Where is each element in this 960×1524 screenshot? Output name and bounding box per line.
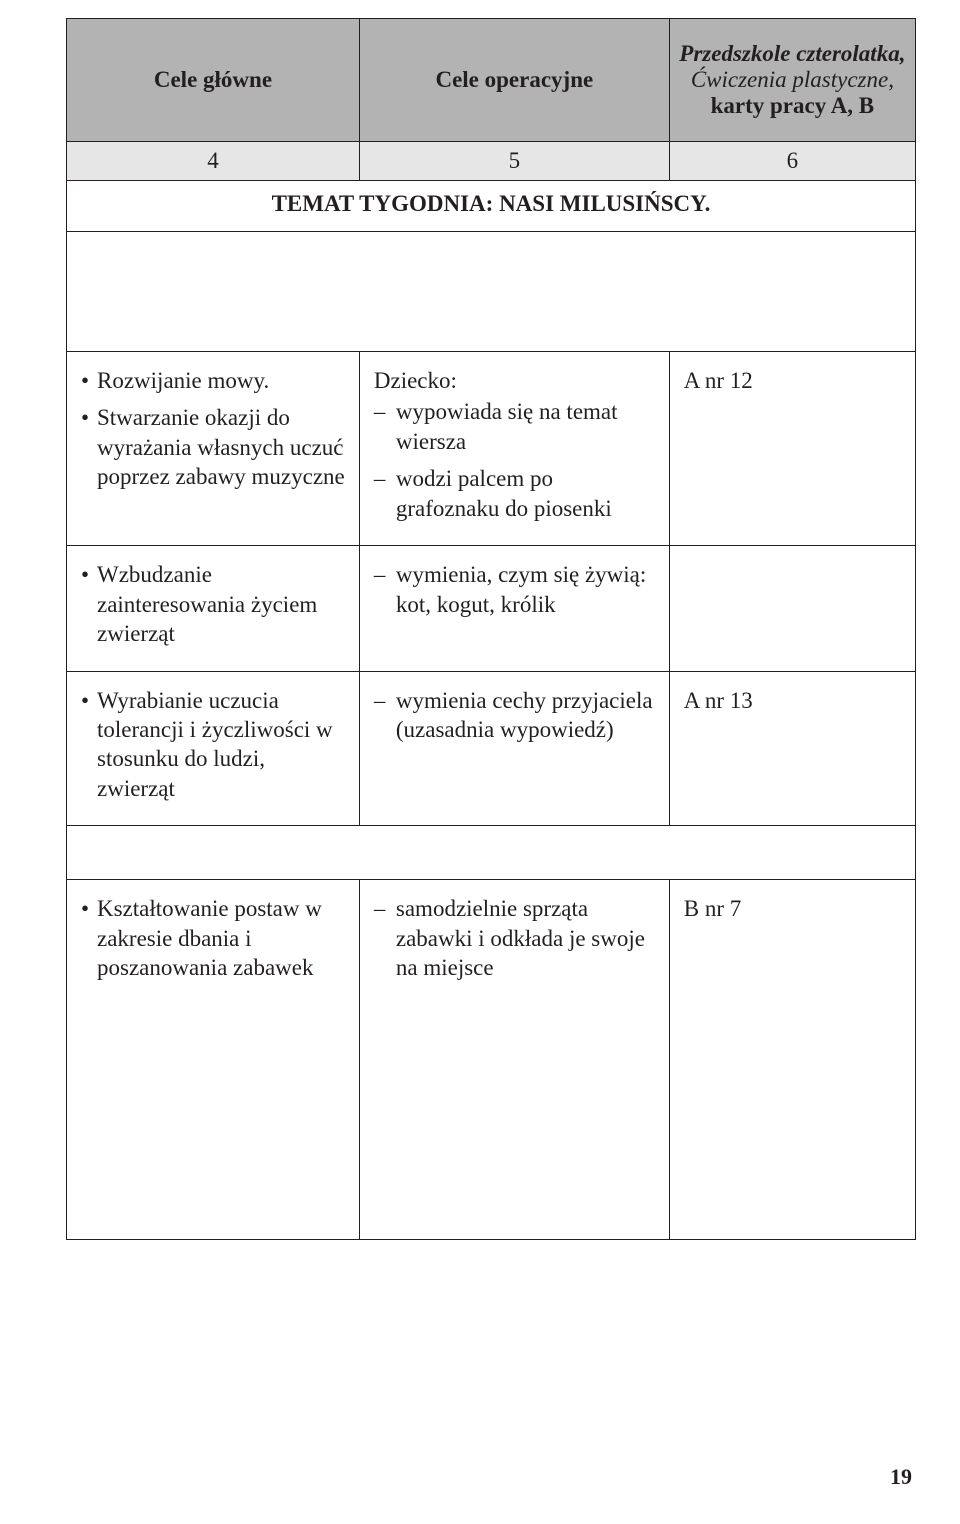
goals-main-cell: Wzbudzanie zainteresowania życiem zwierz… bbox=[67, 546, 360, 671]
header-col-1: Cele główne bbox=[67, 19, 360, 142]
list-item: Kształtowanie postaw w zakresie dbania i… bbox=[81, 894, 347, 982]
colnum-3: 6 bbox=[669, 142, 915, 181]
spacer-row-small bbox=[67, 826, 916, 880]
goals-main-cell: Rozwijanie mowy. Stwarzanie okazji do wy… bbox=[67, 352, 360, 546]
table-row: Wzbudzanie zainteresowania życiem zwierz… bbox=[67, 546, 916, 671]
list-item: wypowiada się na temat wiersza bbox=[374, 397, 657, 456]
goals-operational-cell: samodzielnie sprząta zabawki i odkłada j… bbox=[359, 880, 669, 1240]
colnum-2: 5 bbox=[359, 142, 669, 181]
header-col-3-line2: Ćwiczenia plastyczne, bbox=[691, 67, 894, 92]
spacer-row bbox=[67, 232, 916, 352]
header-col-2-text: Cele operacyjne bbox=[435, 67, 593, 92]
table-row: Kształtowanie postaw w zakresie dbania i… bbox=[67, 880, 916, 1240]
curriculum-table: Cele główne Cele operacyjne Przedszkole … bbox=[66, 18, 916, 1240]
spacer-cell bbox=[67, 826, 916, 880]
week-topic: TEMAT TYGODNIA: NASI MILUSIŃSCY. bbox=[67, 181, 916, 232]
list-item: Stwarzanie okazji do wyrażania własnych … bbox=[81, 403, 347, 491]
lead-label: Dziecko: bbox=[374, 366, 657, 395]
list-item: Wzbudzanie zainteresowania życiem zwierz… bbox=[81, 560, 347, 648]
list-item: Rozwijanie mowy. bbox=[81, 366, 347, 395]
worksheet-ref-cell: A nr 13 bbox=[669, 671, 915, 826]
table-row: Rozwijanie mowy. Stwarzanie okazji do wy… bbox=[67, 352, 916, 546]
list-item: wodzi palcem po grafoznaku do piosenki bbox=[374, 464, 657, 523]
header-col-3-line1: Przedszkole czterolatka, bbox=[679, 41, 905, 66]
goals-operational-cell: wymienia cechy przyjaciela (uzasadnia wy… bbox=[359, 671, 669, 826]
goals-main-cell: Kształtowanie postaw w zakresie dbania i… bbox=[67, 880, 360, 1240]
spacer-cell bbox=[67, 232, 916, 352]
page-number: 19 bbox=[890, 1464, 912, 1490]
header-col-3: Przedszkole czterolatka, Ćwiczenia plast… bbox=[669, 19, 915, 142]
list-item: wymienia cechy przyjaciela (uzasadnia wy… bbox=[374, 686, 657, 745]
page: Cele główne Cele operacyjne Przedszkole … bbox=[0, 0, 960, 1240]
worksheet-ref-cell: B nr 7 bbox=[669, 880, 915, 1240]
header-col-2: Cele operacyjne bbox=[359, 19, 669, 142]
worksheet-ref-cell: A nr 12 bbox=[669, 352, 915, 546]
table-header-row: Cele główne Cele operacyjne Przedszkole … bbox=[67, 19, 916, 142]
goals-main-cell: Wyrabianie uczucia tolerancji i życzliwo… bbox=[67, 671, 360, 826]
list-item: samodzielnie sprząta zabawki i odkłada j… bbox=[374, 894, 657, 982]
colnum-1: 4 bbox=[67, 142, 360, 181]
column-number-row: 4 5 6 bbox=[67, 142, 916, 181]
header-col-3-line3: karty pracy A, B bbox=[711, 93, 875, 118]
goals-operational-cell: Dziecko: wypowiada się na temat wiersza … bbox=[359, 352, 669, 546]
worksheet-ref-cell bbox=[669, 546, 915, 671]
goals-operational-cell: wymienia, czym się żywią: kot, kogut, kr… bbox=[359, 546, 669, 671]
list-item: Wyrabianie uczucia tolerancji i życzliwo… bbox=[81, 686, 347, 804]
list-item: wymienia, czym się żywią: kot, kogut, kr… bbox=[374, 560, 657, 619]
table-row: Wyrabianie uczucia tolerancji i życzliwo… bbox=[67, 671, 916, 826]
header-col-1-text: Cele główne bbox=[154, 67, 272, 92]
week-topic-row: TEMAT TYGODNIA: NASI MILUSIŃSCY. bbox=[67, 181, 916, 232]
